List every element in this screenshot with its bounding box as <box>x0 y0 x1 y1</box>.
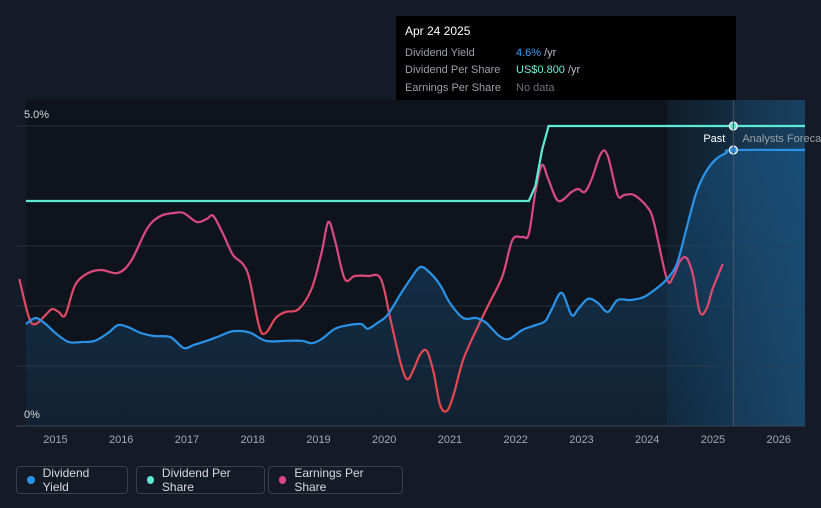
tooltip-row-earnings-per-share: Earnings Per Share No data <box>405 79 727 97</box>
legend-dot-icon <box>27 476 35 484</box>
tooltip-unit: /yr <box>544 46 557 59</box>
dividend-yield-line <box>25 148 806 350</box>
y-tick-label: 5.0% <box>24 109 49 121</box>
x-tick-label: 2015 <box>43 434 67 446</box>
x-tick-label: 2020 <box>372 434 396 446</box>
dividend-yield-area <box>25 149 805 426</box>
past-label: Past <box>703 133 725 145</box>
forecast-label: Analysts Forecasts <box>742 133 821 145</box>
tooltip-value: 4.6% <box>516 46 542 59</box>
x-tick-label: 2017 <box>175 434 199 446</box>
legend-dot-icon <box>279 476 287 484</box>
x-tick-label: 2018 <box>240 434 264 446</box>
tooltip-date: Apr 24 2025 <box>405 24 471 38</box>
axis-labels: 2015 2016 2017 2018 2019 2020 2021 2022 2023 2024… <box>24 109 791 446</box>
y-tick-label: 0% <box>24 409 40 421</box>
x-tick-label: 2024 <box>635 434 659 446</box>
legend-dividend-yield[interactable]: Dividend Yield <box>16 466 128 494</box>
tooltip-value: No data <box>516 81 555 94</box>
legend-label: Dividend Per Share <box>161 466 231 494</box>
x-tick-label: 2025 <box>701 434 725 446</box>
tooltip-value: US$0.800 <box>516 64 565 77</box>
tooltip-label: Earnings Per Share <box>405 81 501 94</box>
x-tick-label: 2016 <box>109 434 133 446</box>
tooltip-label: Dividend Yield <box>405 46 475 59</box>
x-tick-label: 2021 <box>438 434 462 446</box>
tooltip-row-dividend-per-share: Dividend Per Share US$0.800 /yr <box>405 62 727 80</box>
tooltip-row-dividend-yield: Dividend Yield 4.6% /yr <box>405 44 727 62</box>
tooltip: Apr 24 2025 Dividend Yield 4.6% /yr Divi… <box>396 16 736 100</box>
legend-dividend-per-share[interactable]: Dividend Per Share <box>136 466 265 494</box>
legend-label: Earnings Per Share <box>294 466 364 494</box>
tooltip-unit: /yr <box>567 64 581 77</box>
x-tick-label: 2022 <box>503 434 527 446</box>
legend-label: Dividend Yield <box>42 466 90 494</box>
tooltip-label: Dividend Per Share <box>405 64 501 77</box>
x-tick-label: 2019 <box>306 434 330 446</box>
legend-earnings-per-share[interactable]: Earnings Per Share <box>268 466 403 494</box>
legend-dot-icon <box>147 476 154 484</box>
x-tick-label: 2026 <box>766 434 790 446</box>
earnings-per-share-line <box>18 149 724 413</box>
x-tick-label: 2023 <box>569 434 593 446</box>
